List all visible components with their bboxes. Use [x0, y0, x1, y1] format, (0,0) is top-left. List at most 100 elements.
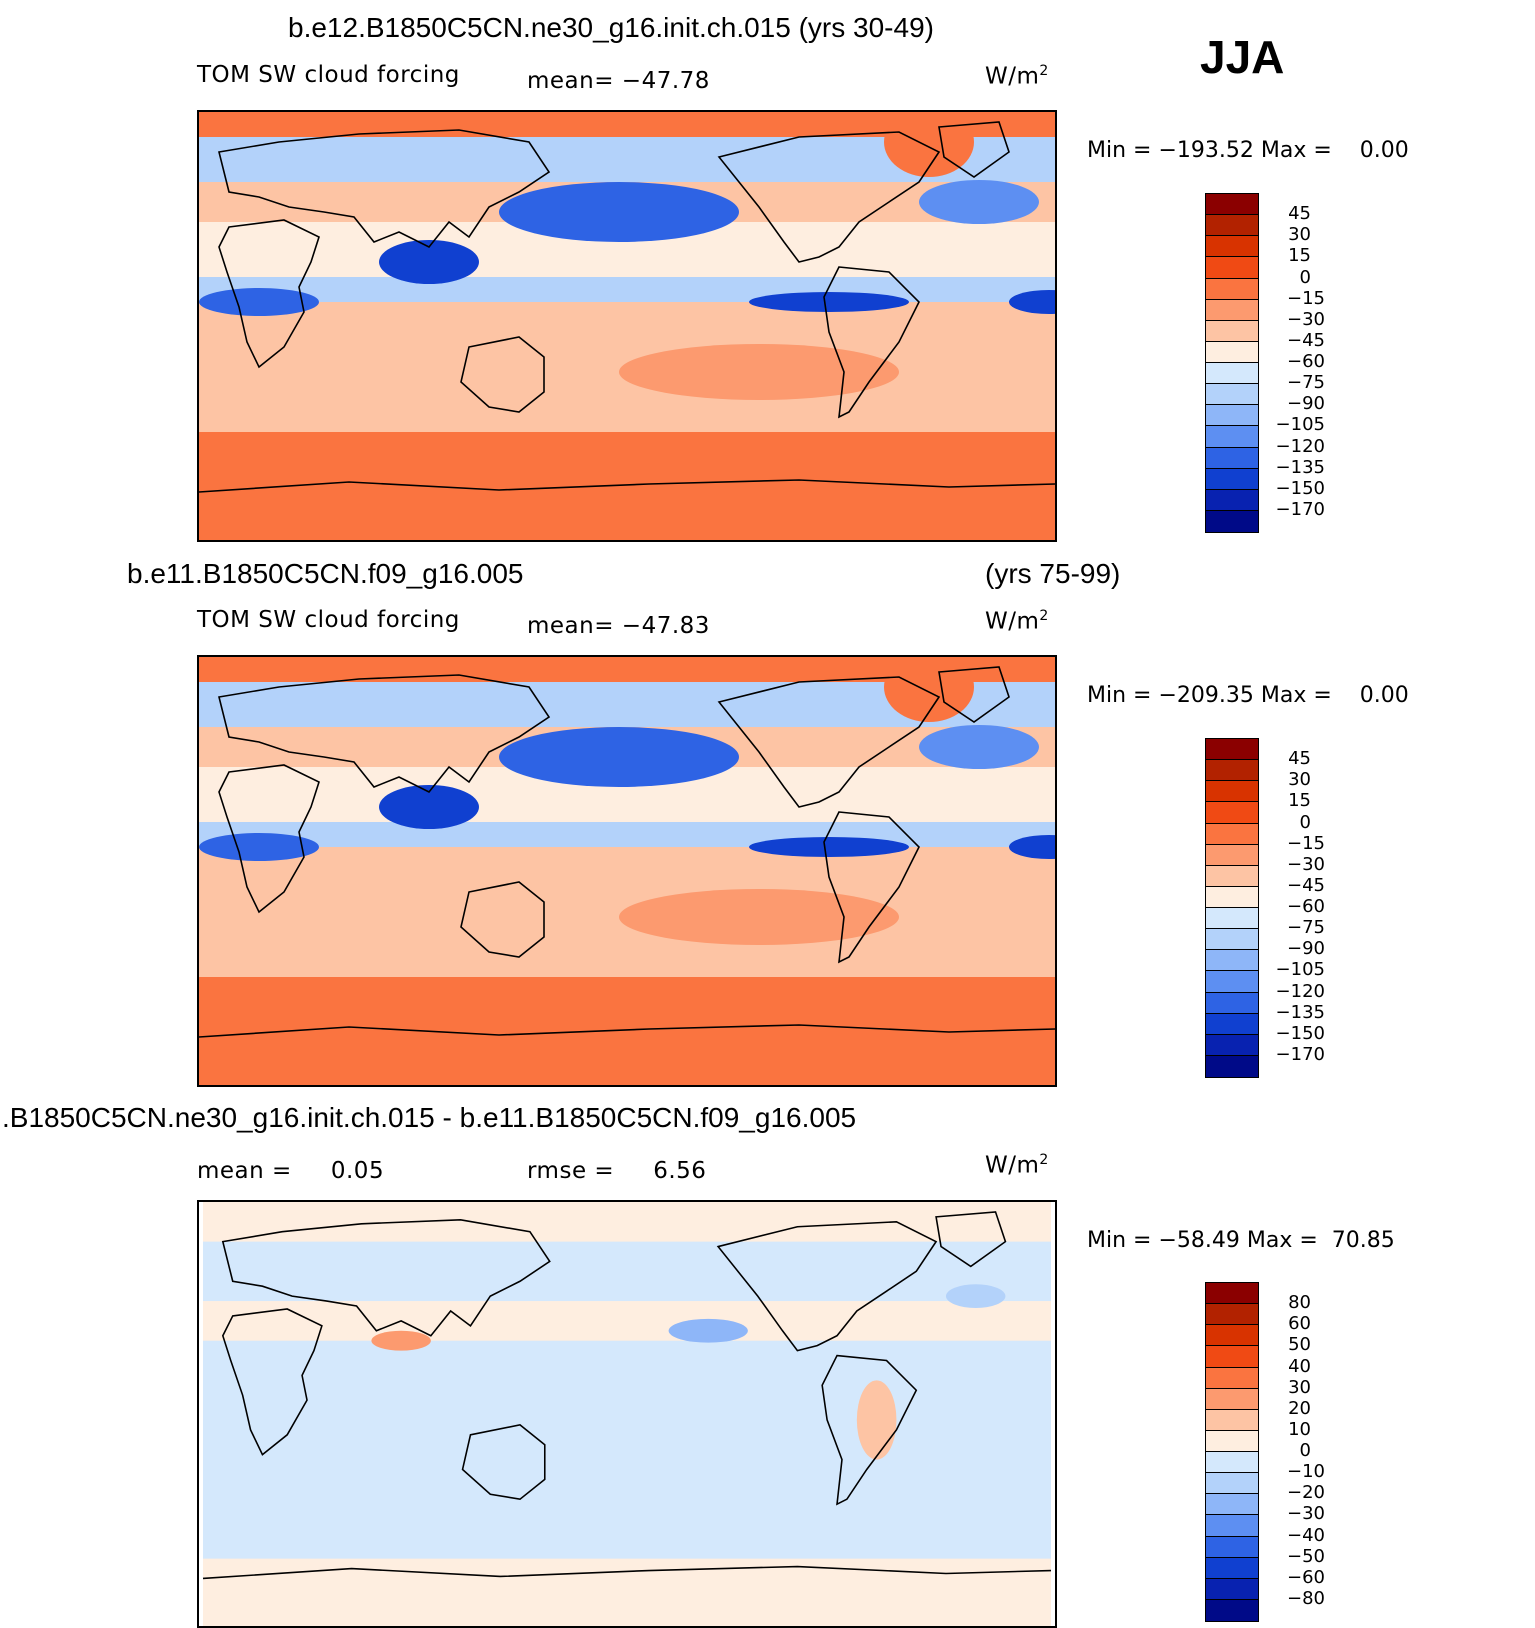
colorbar-swatch — [1206, 1034, 1258, 1056]
colorbar-tick-label: 45 — [1288, 748, 1311, 770]
field-feature — [749, 292, 909, 312]
panel-2-map-field — [199, 657, 1055, 1085]
panel-3-colorbar — [1205, 1282, 1259, 1622]
colorbar-swatch — [1206, 844, 1258, 866]
coastline — [821, 1354, 918, 1506]
panel-3-colorbar-labels: 80 60 50 40 30 20 10 0 −10 −20 −30 −40 −50 −60 −80 — [1255, 1282, 1325, 1620]
colorbar-tick-label: 80 — [1288, 1292, 1311, 1314]
panel-3-map — [197, 1200, 1057, 1628]
field-feature — [499, 182, 739, 242]
panel-3-title: .B1850C5CN.ne30_g16.init.ch.015 - b.e11.… — [2, 1102, 857, 1133]
field-band — [199, 392, 1055, 432]
panel-2-units: W/m2 — [985, 608, 1049, 635]
coastline — [199, 479, 1055, 493]
colorbar-swatch — [1206, 1409, 1258, 1431]
coastline — [218, 764, 320, 914]
colorbar-tick-label: 30 — [1288, 769, 1311, 791]
colorbar-swatch — [1206, 1304, 1258, 1326]
colorbar-swatch — [1206, 405, 1258, 427]
colorbar-tick-label: −30 — [1287, 308, 1325, 330]
colorbar-swatch — [1206, 760, 1258, 782]
panel-3-rmse-label: rmse = 6.56 — [527, 1158, 707, 1184]
field-feature — [945, 1284, 1006, 1308]
colorbar-tick-label: −15 — [1287, 832, 1325, 854]
coastline — [221, 1308, 323, 1456]
colorbar-swatch — [1206, 341, 1258, 363]
colorbar-swatch — [1206, 1430, 1258, 1452]
colorbar-swatch — [1206, 1055, 1258, 1077]
colorbar-tick-label: −75 — [1287, 917, 1325, 939]
coastline — [461, 1424, 546, 1501]
panel-2-title: b.e11.B1850C5CN.f09_g16.005 — [127, 558, 524, 589]
colorbar-swatch — [1206, 1013, 1258, 1035]
colorbar-tick-label: −60 — [1287, 896, 1325, 917]
field-feature — [499, 727, 739, 787]
field-feature — [668, 1318, 748, 1343]
panel-3-units: W/m2 — [985, 1152, 1049, 1179]
colorbar-swatch — [1206, 1536, 1258, 1558]
colorbar-tick-label: −40 — [1287, 1524, 1325, 1546]
colorbar-swatch — [1206, 1325, 1258, 1347]
coastline — [218, 219, 320, 369]
colorbar-tick-label: −60 — [1287, 351, 1325, 372]
panel-3-mean-label: mean = 0.05 — [197, 1158, 385, 1184]
colorbar-tick-label: −10 — [1287, 1461, 1325, 1483]
coastline — [717, 131, 941, 263]
coastline — [460, 881, 545, 958]
colorbar-swatch — [1206, 299, 1258, 321]
field-feature — [619, 344, 899, 400]
field-feature — [371, 1330, 431, 1351]
colorbar-tick-label: 30 — [1288, 1376, 1311, 1398]
panel-2-map — [197, 655, 1057, 1087]
colorbar-swatch — [1206, 1473, 1258, 1495]
field-feature — [619, 889, 899, 945]
coastline — [823, 266, 920, 419]
colorbar-swatch — [1206, 1515, 1258, 1537]
colorbar-tick-label: −75 — [1287, 372, 1325, 394]
field-band — [199, 937, 1055, 977]
panel-1-mean-label: mean= −47.78 — [527, 68, 710, 94]
colorbar-swatch — [1206, 1346, 1258, 1368]
panel-3-min-max: Min = −58.49 Max = 70.85 — [1087, 1228, 1395, 1253]
colorbar-swatch — [1206, 908, 1258, 930]
colorbar-tick-label: −170 — [1275, 1043, 1325, 1065]
colorbar-swatch — [1206, 468, 1258, 490]
colorbar-tick-label: −120 — [1275, 980, 1325, 1002]
panel-2-mean-label: mean= −47.83 — [527, 613, 710, 639]
colorbar-swatch — [1206, 886, 1258, 908]
colorbar-swatch — [1206, 278, 1258, 300]
colorbar-tick-label: −60 — [1287, 1566, 1325, 1588]
coastline — [460, 336, 545, 413]
coastline — [218, 674, 551, 794]
panel-2-min-max: Min = −209.35 Max = 0.00 — [1087, 683, 1409, 708]
field-feature — [199, 833, 319, 861]
colorbar-swatch — [1206, 802, 1258, 824]
colorbar-tick-label: 10 — [1288, 1418, 1311, 1440]
coastline — [221, 1219, 551, 1337]
colorbar-tick-label: −80 — [1287, 1587, 1325, 1609]
panel-1-title: b.e12.B1850C5CN.ne30_g16.init.ch.015 (yr… — [288, 12, 934, 43]
colorbar-swatch — [1206, 363, 1258, 385]
colorbar-tick-label: 45 — [1288, 203, 1311, 225]
colorbar-tick-label: 30 — [1288, 224, 1311, 246]
field-feature — [919, 725, 1039, 769]
coastline — [935, 1211, 1007, 1268]
panel-1-colorbar-labels: 45 30 15 0 −15 −30 −45 −60 −75 −90 −105 −120 −135 −15… — [1255, 193, 1325, 531]
colorbar-swatch — [1206, 865, 1258, 887]
colorbar-tick-label: −50 — [1287, 1545, 1325, 1567]
colorbar-swatch — [1206, 992, 1258, 1014]
coastline — [717, 676, 941, 808]
colorbar-swatch — [1206, 929, 1258, 951]
colorbar-swatch — [1206, 823, 1258, 845]
field-feature — [884, 112, 974, 177]
colorbar-swatch — [1206, 971, 1258, 993]
colorbar-tick-label: −105 — [1275, 414, 1325, 436]
colorbar-tick-label: −150 — [1275, 477, 1325, 499]
field-feature — [919, 180, 1039, 224]
colorbar-tick-label: −170 — [1275, 498, 1325, 520]
colorbar-tick-label: 15 — [1288, 790, 1311, 812]
colorbar-swatch — [1206, 1388, 1258, 1410]
panel-1-colorbar — [1205, 193, 1259, 533]
colorbar-tick-label: −20 — [1287, 1482, 1325, 1504]
colorbar-tick-label: −15 — [1287, 287, 1325, 309]
